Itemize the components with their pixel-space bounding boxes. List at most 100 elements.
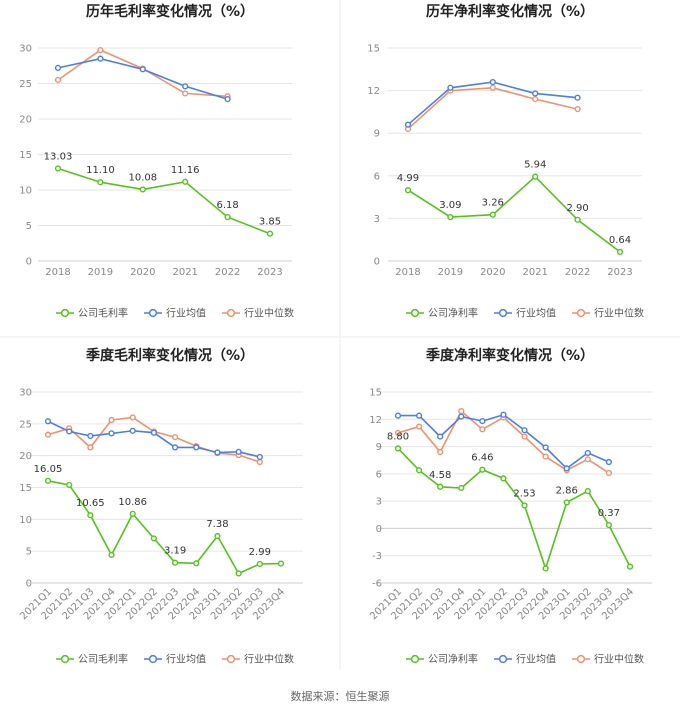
data-point-avg [532,90,539,97]
data-point-company [139,186,146,193]
data-point-avg [214,449,221,456]
data-point-company [108,551,115,559]
legend-item-avg: 行业均值 [494,653,556,666]
data-label: 6.18 [216,200,238,211]
data-point-median [256,458,263,466]
data-point-company [500,475,507,482]
data-point-median [584,456,591,463]
data-point-company [437,483,444,490]
legend-item-median: 行业中位数 [222,653,294,666]
data-point-avg [224,96,231,103]
y-tick-label: 0 [376,524,382,535]
data-point-company [394,445,402,452]
data-point-median [574,105,581,113]
data-label: 10.86 [118,497,147,508]
y-tick-label: 9 [374,129,380,140]
data-point-median [437,448,444,456]
data-point-avg [54,64,62,71]
chart-2: 历年净利率变化情况（%） 0 3 6 9 12 15 2018 2019 2020 2021 2022… [367,3,644,320]
series-line-company [47,480,282,575]
x-tick-label: 2020 [130,267,155,278]
data-point-avg [182,83,189,90]
data-point-median [479,426,486,433]
data-point-avg [415,412,423,419]
y-tick-label: 30 [19,388,32,399]
data-point-company [605,521,613,529]
data-point-median [97,47,104,54]
data-point-company [150,535,158,542]
legend-marker [60,654,70,664]
data-point-company [626,563,634,570]
y-tick-label: 5 [26,547,32,558]
y-tick-label: 6 [376,469,382,480]
data-point-avg [150,429,158,436]
data-point-company [235,570,242,577]
legend-item-company: 公司毛利率 [56,653,128,666]
x-tick-label: 2022 [565,267,590,278]
y-tick-label: 25 [19,79,32,90]
data-point-company [458,484,465,492]
legend-label: 行业中位数 [244,653,294,666]
data-point-avg [584,449,591,457]
data-point-company [532,173,539,180]
data-point-company [44,477,52,484]
data-point-median [415,423,423,430]
series-line-avg [47,420,260,458]
data-point-avg [139,66,146,73]
y-tick-label: 15 [19,150,32,161]
data-point-avg [479,418,486,425]
data-point-median [394,429,402,437]
legend-label: 公司毛利率 [78,653,128,666]
data-point-avg [437,433,444,440]
data-label: 3.19 [164,546,186,557]
legend-marker [226,654,236,664]
data-point-avg [563,465,570,472]
legend-marker [148,308,158,318]
data-point-median [182,90,189,97]
x-tick-label: 2018 [45,267,70,278]
data-label: 3.85 [259,217,281,228]
data-point-avg [458,413,465,420]
data-point-avg [521,427,528,434]
x-tick-label: 2019 [88,267,113,278]
data-label: 13.03 [44,151,73,162]
data-point-median [44,431,52,438]
data-point-avg [129,427,136,434]
data-label: 11.10 [86,165,115,176]
data-point-company [616,248,624,256]
data-point-company [256,560,263,568]
data-point-company [563,499,570,506]
legend-label: 行业均值 [166,307,206,320]
chart-title: 季度毛利率变化情况（%） [85,347,254,364]
y-tick-label: 0 [26,579,32,590]
y-tick-label: 0 [374,257,380,268]
y-tick-label: 0 [26,257,32,268]
legend-marker [226,308,236,318]
y-tick-label: 12 [367,86,380,97]
data-point-avg [66,428,73,435]
data-point-company [447,214,454,221]
x-tick-label: 2019 [438,267,463,278]
y-tick-label: -3 [372,551,382,562]
data-point-median [129,414,136,421]
data-point-median [108,416,115,424]
legend-marker [576,308,586,318]
legend-marker [410,308,420,318]
legend-item-avg: 行业均值 [494,307,556,320]
legend-marker [148,654,158,664]
legend-marker [498,654,508,664]
data-point-median [542,453,549,460]
legend-label: 行业中位数 [594,653,644,666]
x-tick-label: 2022 [215,267,240,278]
chart-title: 历年净利率变化情况（%） [426,3,594,20]
data-point-avg [394,412,402,419]
y-tick-label: 12 [369,415,382,426]
legend-label: 公司毛利率 [78,307,128,320]
data-point-avg [87,432,94,440]
data-label: 4.99 [397,173,419,184]
data-point-company [574,216,581,223]
legend-marker [498,308,508,318]
legend-item-median: 行业中位数 [222,307,294,320]
chart-title: 历年毛利率变化情况（%） [86,3,254,20]
